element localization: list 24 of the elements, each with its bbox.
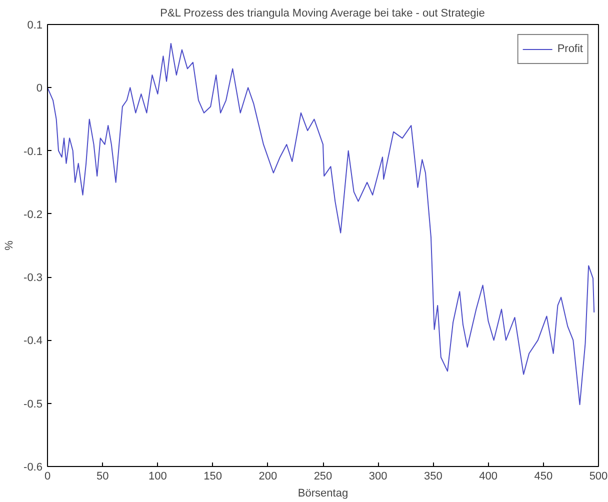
x-tick-label: 400 — [479, 470, 498, 482]
x-tick-label: 250 — [314, 470, 332, 482]
y-tick-label: -0.4 — [24, 335, 43, 348]
x-tick-label: 0 — [44, 470, 51, 482]
x-tick-label: 150 — [204, 470, 222, 482]
y-tick-label: 0.1 — [27, 20, 43, 32]
chart-title: P&L Prozess des triangula Moving Average bei take - out Strategie — [160, 8, 485, 20]
x-tick-label: 100 — [148, 470, 167, 482]
legend-label: Profit — [557, 43, 583, 55]
x-tick-label: 350 — [424, 470, 442, 482]
y-tick-label: -0.3 — [24, 272, 43, 284]
y-tick-label: -0.6 — [24, 462, 43, 474]
x-tick-label: 50 — [96, 470, 109, 482]
x-tick-label: 500 — [589, 470, 608, 482]
line-series — [48, 42, 595, 406]
x-tick-label: 200 — [258, 470, 278, 482]
y-axis-title: % — [4, 240, 16, 250]
y-tick-label: 0 — [36, 82, 43, 95]
y-tick-label: -0.1 — [24, 146, 43, 158]
x-tick-label: 300 — [368, 470, 388, 482]
y-tick-label: -0.2 — [24, 208, 43, 221]
x-axis-title: Börsentag — [298, 488, 348, 500]
x-tick-label: 450 — [534, 470, 553, 482]
y-tick-label: -0.5 — [24, 398, 43, 410]
